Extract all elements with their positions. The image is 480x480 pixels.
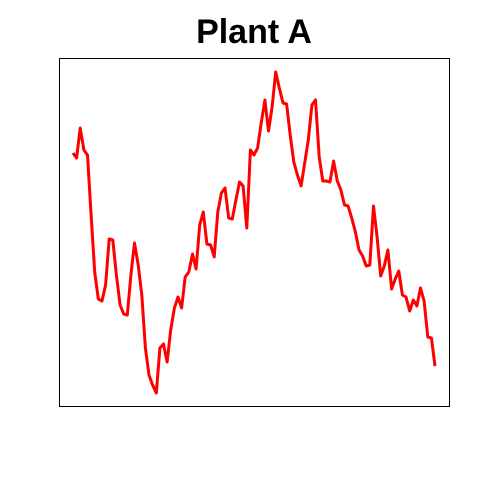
chart-title: Plant A (196, 13, 312, 51)
plot-box (59, 58, 450, 407)
data-line (71, 70, 437, 395)
